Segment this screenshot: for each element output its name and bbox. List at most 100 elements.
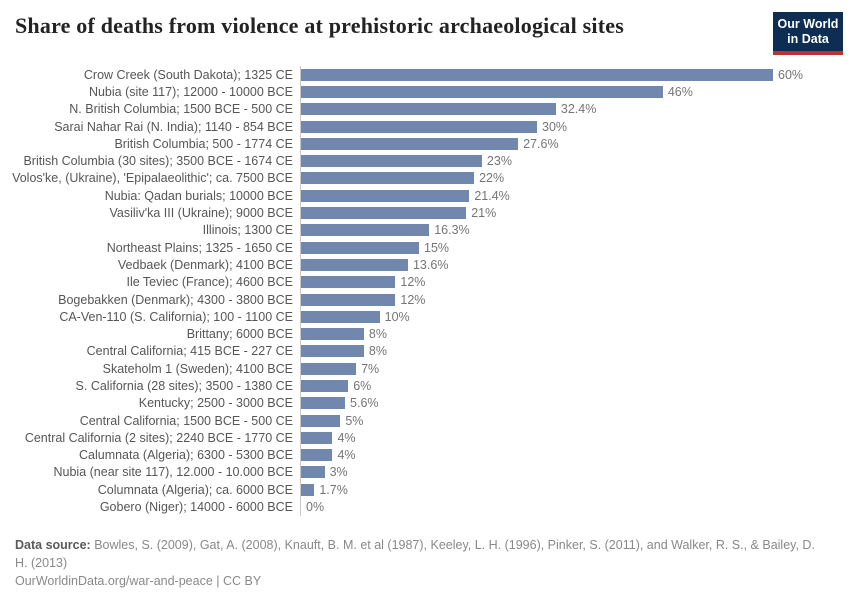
bar[interactable]: [301, 155, 482, 168]
bar[interactable]: [301, 293, 396, 306]
bar-track: 60%: [300, 66, 850, 84]
value-label: 16.3%: [434, 223, 470, 238]
bar-track: 3%: [300, 463, 850, 482]
chart-row: Skateholm 1 (Sweden); 4100 BCE 7%: [0, 360, 850, 378]
category-label: Nubia (near site 117), 12.000 - 10.000 B…: [53, 465, 294, 480]
bar[interactable]: [301, 224, 430, 237]
bar-track: 1.7%: [300, 481, 850, 499]
bar[interactable]: [301, 310, 380, 323]
bar-track: 5.6%: [300, 394, 850, 412]
bar[interactable]: [301, 137, 519, 150]
value-label: 12%: [400, 275, 426, 290]
bar[interactable]: [301, 431, 333, 444]
chart-row: Vedbaek (Denmark); 4100 BCE 13.6%: [0, 256, 850, 274]
category-label: Ile Teviec (France); 4600 BCE: [126, 275, 293, 290]
bar[interactable]: [301, 189, 470, 202]
category-label: Nubia: Qadan burials; 10000 BCE: [104, 188, 293, 203]
bar-track: 4%: [300, 429, 850, 447]
value-label: 7%: [361, 361, 380, 376]
bar[interactable]: [301, 328, 364, 341]
value-label: 22%: [479, 171, 505, 186]
chart-footer: Data source: Bowles, S. (2009), Gat, A. …: [0, 536, 850, 590]
value-label: 23%: [486, 154, 512, 169]
chart-row: Columnata (Algeria); ca. 6000 BCE 1.7%: [0, 481, 850, 499]
chart-row: Central California; 1500 BCE - 500 CE 5%: [0, 411, 850, 430]
bar[interactable]: [301, 172, 475, 185]
bar[interactable]: [301, 345, 364, 358]
bar[interactable]: [301, 120, 537, 133]
chart-row: Gobero (Niger); 14000 - 6000 BCE 0%: [0, 498, 850, 516]
value-label: 32.4%: [560, 102, 597, 117]
chart-row: Northeast Plains; 1325 - 1650 CE 15%: [0, 238, 850, 257]
bar[interactable]: [301, 68, 773, 81]
chart-row: Kentucky; 2500 - 3000 BCE 5.6%: [0, 394, 850, 412]
value-label: 4%: [337, 430, 356, 445]
value-label: 8%: [368, 327, 387, 342]
bar-track: 5%: [300, 411, 850, 430]
bar-track: 6%: [300, 377, 850, 395]
bar[interactable]: [301, 466, 325, 479]
category-label: S. California (28 sites); 3500 - 1380 CE: [75, 378, 293, 393]
chart-header: Share of deaths from violence at prehist…: [0, 0, 850, 55]
chart-row: Vasiliv'ka III (Ukraine); 9000 BCE 21%: [0, 204, 850, 222]
bar[interactable]: [301, 103, 556, 116]
chart-row: Ile Teviec (France); 4600 BCE 12%: [0, 273, 850, 291]
bar-track: 21%: [300, 204, 850, 222]
category-label: CA-Ven-110 (S. California); 100 - 1100 C…: [59, 309, 293, 324]
owid-logo[interactable]: Our World in Data: [773, 12, 843, 55]
bar-track: 15%: [300, 238, 850, 257]
bar-track: 21.4%: [300, 187, 850, 205]
bar[interactable]: [301, 362, 357, 375]
value-label: 10%: [384, 309, 410, 324]
bar[interactable]: [301, 379, 349, 392]
value-label: 0%: [306, 500, 325, 515]
value-label: 46%: [667, 84, 693, 99]
bar-track: 10%: [300, 308, 850, 326]
value-label: 15%: [424, 240, 450, 255]
owid-url-line[interactable]: OurWorldinData.org/war-and-peace | CC BY: [15, 573, 262, 588]
category-label: Kentucky; 2500 - 3000 BCE: [138, 396, 293, 411]
bar-track: 22%: [300, 169, 850, 188]
bar[interactable]: [301, 276, 396, 289]
chart-row: Crow Creek (South Dakota); 1325 CE 60%: [0, 66, 850, 84]
chart-row: Central California (2 sites); 2240 BCE -…: [0, 429, 850, 447]
bar[interactable]: [301, 85, 663, 98]
bar[interactable]: [301, 397, 346, 410]
bar-track: 23%: [300, 152, 850, 170]
value-label: 4%: [337, 448, 356, 463]
chart-row: S. California (28 sites); 3500 - 1380 CE…: [0, 377, 850, 395]
bar[interactable]: [301, 258, 408, 271]
bar-track: 30%: [300, 117, 850, 136]
bar[interactable]: [301, 241, 419, 254]
owid-logo-line2: in Data: [787, 31, 829, 46]
category-label: Central California; 1500 BCE - 500 CE: [79, 413, 293, 428]
bar[interactable]: [301, 414, 341, 427]
bar-track: 32.4%: [300, 100, 850, 118]
category-label: Skateholm 1 (Sweden); 4100 BCE: [102, 361, 293, 376]
chart-row: Volos'ke, (Ukraine), 'Epipalaeolithic'; …: [0, 169, 850, 188]
value-label: 6%: [353, 378, 372, 393]
data-source-label: Data source:: [15, 537, 91, 552]
chart-row: Nubia (site 117); 12000 - 10000 BCE 46%: [0, 83, 850, 101]
category-label: Brittany; 6000 BCE: [186, 327, 293, 342]
bar[interactable]: [301, 207, 467, 220]
category-label: Vedbaek (Denmark); 4100 BCE: [117, 257, 293, 272]
bar[interactable]: [301, 449, 333, 462]
value-label: 30%: [542, 119, 568, 134]
bar[interactable]: [301, 483, 315, 496]
chart-row: British Columbia (30 sites); 3500 BCE - …: [0, 152, 850, 170]
chart-row: Illinois; 1300 CE 16.3%: [0, 221, 850, 239]
chart-row: CA-Ven-110 (S. California); 100 - 1100 C…: [0, 308, 850, 326]
category-label: Crow Creek (South Dakota); 1325 CE: [83, 67, 293, 82]
category-label: Columnata (Algeria); ca. 6000 BCE: [97, 482, 293, 497]
value-label: 5%: [345, 413, 364, 428]
value-label: 1.7%: [319, 482, 348, 497]
data-source-line: Data source: Bowles, S. (2009), Gat, A. …: [15, 536, 830, 572]
bar-track: 0%: [300, 498, 850, 516]
bar-track: 8%: [300, 342, 850, 361]
page-title: Share of deaths from violence at prehist…: [15, 13, 624, 38]
category-label: Nubia (site 117); 12000 - 10000 BCE: [88, 84, 293, 99]
value-label: 13.6%: [412, 257, 449, 272]
chart-row: Calumnata (Algeria); 6300 - 5300 BCE 4%: [0, 446, 850, 464]
